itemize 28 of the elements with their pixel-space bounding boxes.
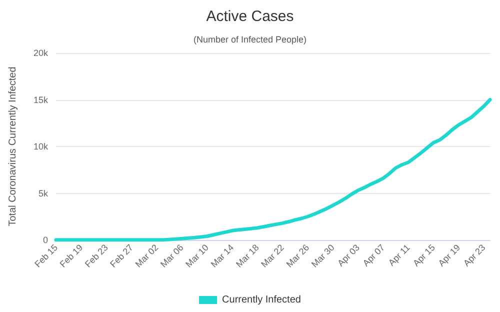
- y-tick-label: 10k: [33, 142, 48, 152]
- x-tick-label: Feb 15: [32, 242, 60, 270]
- chart-subtitle: (Number of Infected People): [193, 34, 307, 44]
- x-tick-label: Feb 23: [82, 242, 110, 270]
- x-tick-label: Apr 11: [386, 242, 412, 268]
- y-tick-label: 5k: [38, 188, 48, 198]
- x-tick-label: Mar 02: [133, 242, 160, 270]
- y-tick-label: 20k: [33, 48, 48, 58]
- x-tick-label: Mar 22: [259, 242, 286, 270]
- chart-title: Active Cases: [206, 8, 294, 25]
- y-tick-label: 0: [42, 235, 48, 245]
- y-tick-label: 15k: [33, 94, 48, 105]
- x-tick-label: Apr 07: [360, 242, 387, 268]
- x-tick-label: Mar 14: [208, 242, 236, 270]
- x-tick-label: Apr 23: [461, 242, 488, 268]
- x-tick-label: Apr 15: [411, 242, 437, 268]
- y-axis-title: Total Coronavirus Currently Infected: [8, 66, 18, 226]
- x-tick-label: Apr 03: [336, 242, 362, 268]
- legend-label: Currently Infected: [222, 294, 301, 306]
- x-tick-label: Mar 30: [309, 242, 336, 270]
- x-tick-label: Feb 27: [108, 242, 136, 270]
- x-tick-label: Mar 26: [284, 242, 312, 270]
- x-tick-label: Apr 19: [436, 242, 462, 268]
- x-tick-label: Mar 10: [184, 242, 210, 270]
- x-tick-label: Feb 19: [58, 242, 85, 270]
- x-tick-label: Mar 18: [234, 242, 261, 270]
- line-series: [54, 98, 492, 242]
- x-tick-label: Mar 06: [158, 242, 186, 270]
